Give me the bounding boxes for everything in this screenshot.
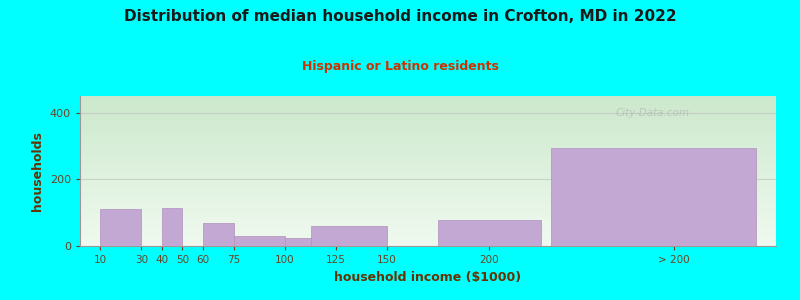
Bar [203, 223, 234, 246]
Y-axis label: households: households [31, 131, 44, 211]
Text: City-Data.com: City-Data.com [616, 108, 690, 118]
Bar [162, 208, 182, 246]
Bar [285, 238, 336, 246]
Bar [438, 220, 541, 246]
Text: Hispanic or Latino residents: Hispanic or Latino residents [302, 60, 498, 73]
Bar [234, 236, 285, 246]
Bar [101, 209, 142, 246]
Text: Distribution of median household income in Crofton, MD in 2022: Distribution of median household income … [124, 9, 676, 24]
Bar [551, 148, 755, 246]
X-axis label: household income ($1000): household income ($1000) [334, 271, 522, 284]
Bar [311, 226, 387, 246]
